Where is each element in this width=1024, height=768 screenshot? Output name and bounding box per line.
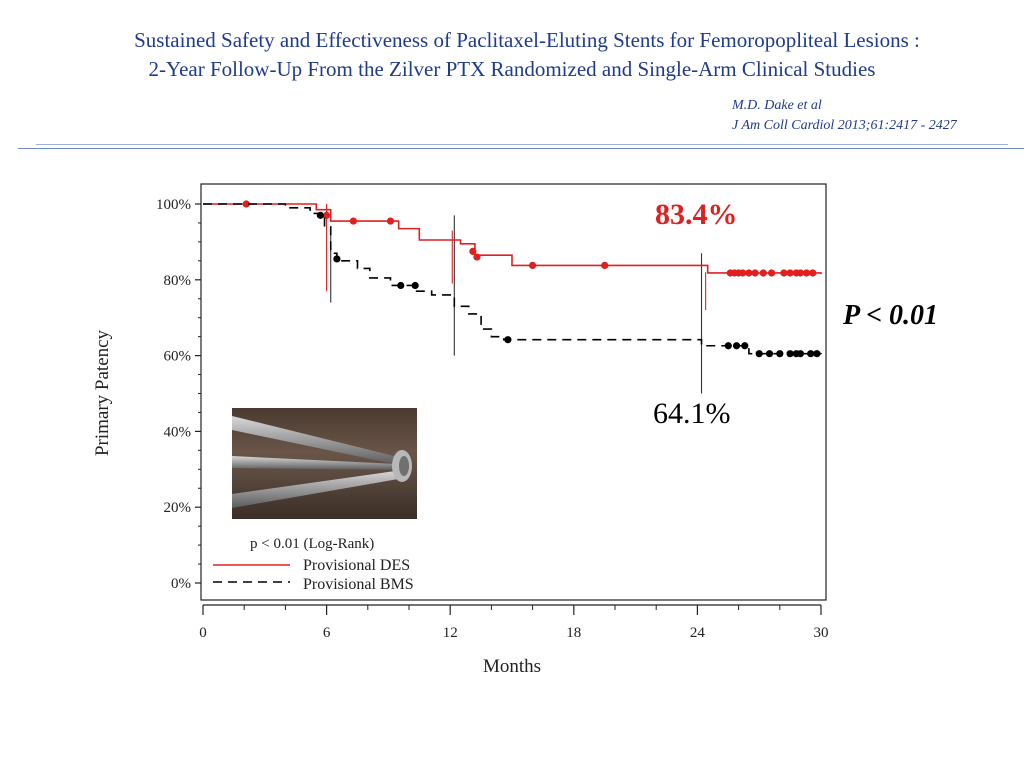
y-tick-label: 40%: [164, 424, 192, 440]
series-point-bms: [316, 211, 325, 219]
series-point-des: [745, 269, 753, 277]
series-point-des: [601, 261, 609, 269]
title-line-1: Sustained Safety and Effectiveness of Pa…: [134, 28, 920, 52]
series-point-des: [349, 217, 357, 225]
series-point-bms: [724, 342, 732, 350]
series-point-des: [469, 247, 477, 255]
x-tick-label: 12: [443, 625, 458, 641]
citation-journal: J Am Coll Cardiol 2013;61:2417 - 2427: [732, 118, 957, 133]
slide-title: Sustained Safety and Effectiveness of Pa…: [0, 26, 1024, 84]
x-tick-label: 6: [323, 625, 331, 641]
y-tick-label: 0%: [171, 576, 191, 592]
series-point-bms: [765, 350, 774, 358]
series-point-bms: [411, 281, 419, 290]
stent-photo: [232, 408, 417, 519]
series-line-des: [203, 203, 822, 275]
series-point-bms: [397, 281, 405, 290]
series-point-des: [323, 211, 331, 219]
legend-title: p < 0.01 (Log-Rank): [250, 536, 374, 552]
series-point-bms: [776, 350, 784, 358]
series-point-des: [751, 269, 759, 277]
x-tick-label: 18: [566, 625, 581, 641]
x-tick-label: 0: [199, 625, 207, 641]
x-tick-label: 30: [814, 625, 829, 641]
series-point-bms: [504, 336, 512, 344]
series-point-des: [796, 269, 805, 277]
series-point-bms: [732, 342, 741, 350]
p-value-label: P < 0.01: [843, 300, 939, 331]
series-point-des: [802, 269, 811, 277]
series-point-bms: [807, 350, 815, 358]
y-tick-label: 20%: [164, 500, 192, 516]
x-tick-label: 24: [690, 625, 706, 641]
header-rule: [36, 144, 1008, 145]
series-point-des: [473, 253, 481, 261]
series-point-des: [809, 269, 817, 277]
y-tick-label: 100%: [156, 197, 191, 213]
series-point-bms: [786, 350, 794, 358]
series-point-bms: [755, 350, 763, 358]
series-point-des: [759, 269, 767, 277]
plot-frame: [200, 183, 827, 601]
series-point-des: [529, 261, 537, 269]
citation: M.D. Dake et al J Am Coll Cardiol 2013;6…: [732, 96, 957, 136]
series-point-des: [386, 217, 395, 225]
des-patency-callout: 83.4%: [655, 198, 738, 231]
series-point-des: [242, 200, 250, 208]
legend-label-bms: Provisional BMS: [303, 576, 414, 593]
stent-photo-image: [232, 416, 412, 508]
citation-author: M.D. Dake et al: [732, 98, 822, 113]
series-point-bms: [796, 350, 805, 358]
title-line-2: 2-Year Follow-Up From the Zilver PTX Ran…: [148, 57, 876, 81]
series-point-des: [780, 269, 788, 277]
series-point-bms: [813, 350, 821, 358]
series-point-des: [767, 269, 776, 277]
y-tick-label: 80%: [164, 273, 192, 289]
y-axis-label: Primary Patency: [92, 329, 113, 456]
y-tick-label: 60%: [164, 349, 192, 365]
series-point-des: [739, 269, 747, 277]
bms-patency-callout: 64.1%: [653, 397, 731, 430]
series-point-des: [786, 269, 794, 277]
series-point-bms: [333, 255, 341, 263]
x-axis-label: Months: [483, 656, 541, 677]
legend-label-des: Provisional DES: [303, 557, 410, 574]
series-line-bms: [203, 203, 822, 355]
header-rule-secondary: [18, 148, 1024, 149]
series-point-bms: [741, 342, 749, 350]
